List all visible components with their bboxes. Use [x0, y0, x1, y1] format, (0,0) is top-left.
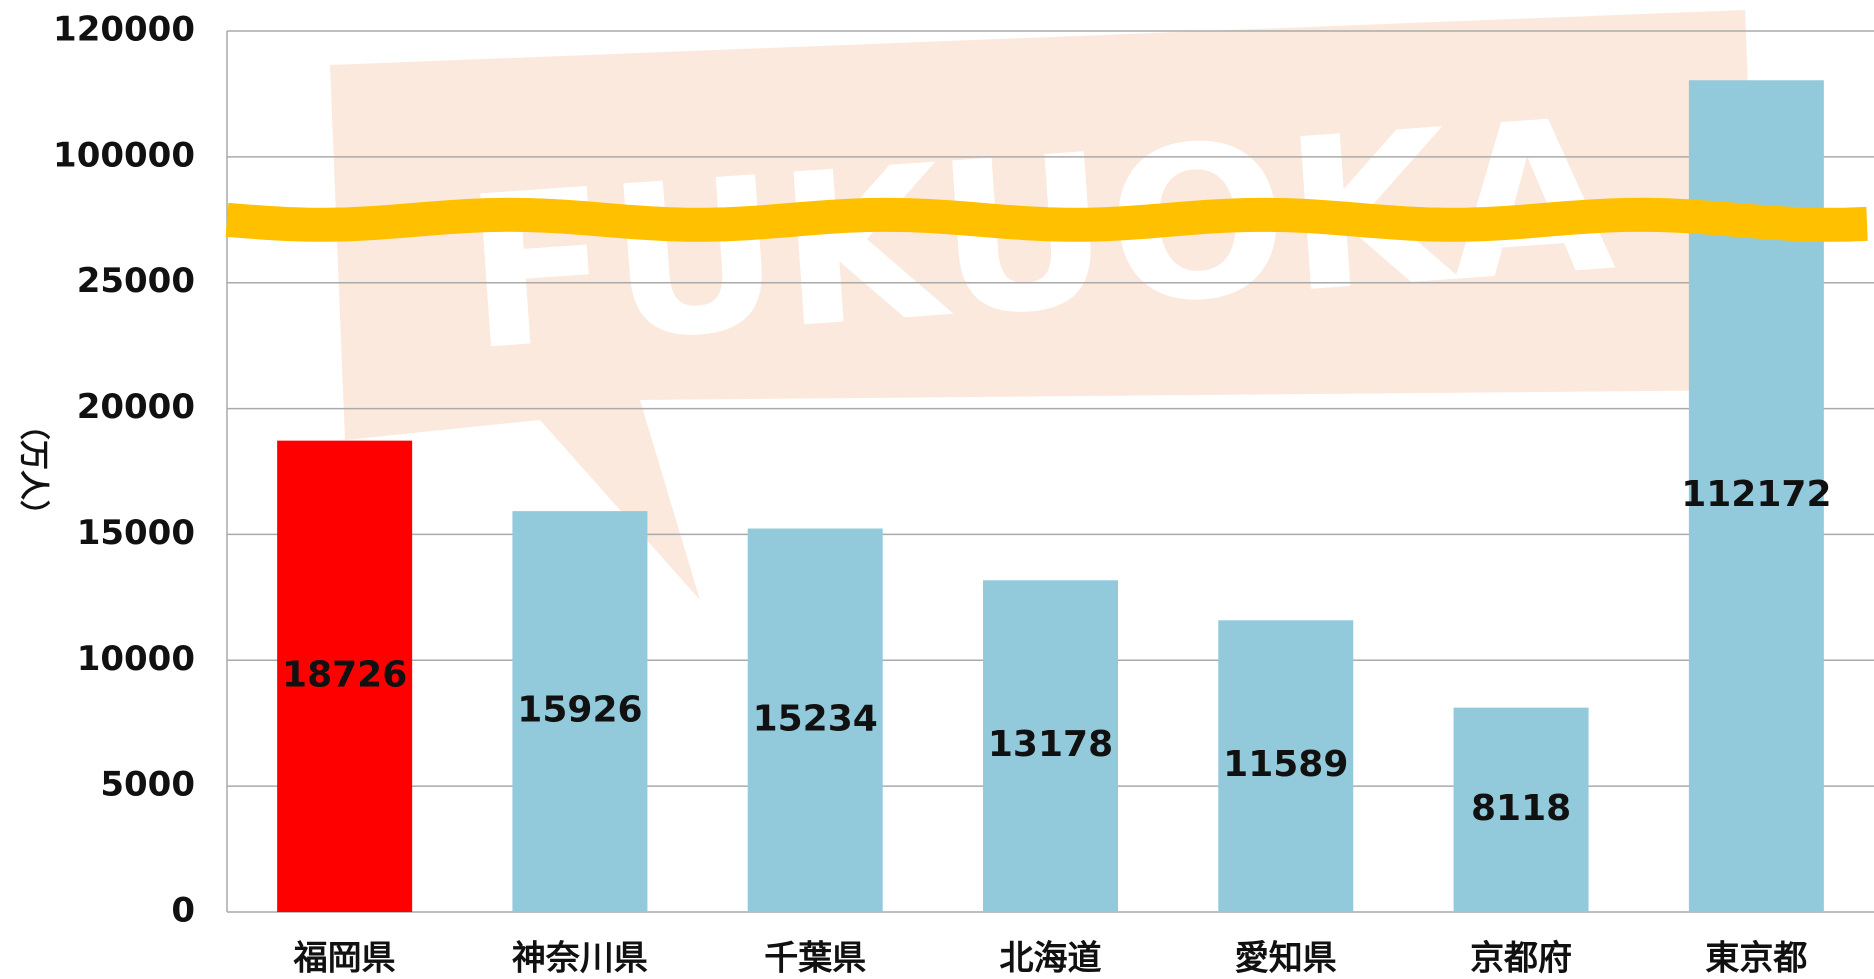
x-tick-label: 神奈川県	[512, 939, 648, 979]
y-tick-label: 0	[171, 891, 195, 931]
y-tick-label: 25000	[77, 261, 195, 301]
value-label: 18726	[282, 654, 407, 695]
bar	[512, 511, 648, 912]
x-tick-label: 愛知県	[1235, 939, 1337, 979]
y-tick-label: 5000	[100, 765, 195, 805]
y-tick-label: 10000	[77, 639, 195, 679]
x-tick-label: 北海道	[1000, 939, 1102, 979]
value-label: 15234	[753, 698, 878, 739]
y-axis-label: （万人）	[16, 410, 51, 530]
x-tick-label: 福岡県	[293, 939, 396, 979]
bar	[277, 440, 413, 912]
value-label: 112172	[1681, 474, 1831, 515]
y-tick-label: 20000	[77, 387, 195, 427]
y-tick-label: 15000	[77, 513, 195, 553]
value-label: 11589	[1223, 744, 1348, 785]
value-label: 8118	[1471, 788, 1571, 829]
bar	[1218, 620, 1354, 912]
x-tick-label: 京都府	[1470, 939, 1572, 979]
bar	[983, 580, 1118, 912]
axis-break	[225, 197, 1868, 242]
x-tick-label: 東京都	[1705, 939, 1807, 979]
y-axis-label: （万人）	[16, 410, 51, 530]
x-tick-label: 千葉県	[764, 939, 866, 979]
y-tick-label: 100000	[53, 135, 195, 175]
value-label: 13178	[988, 724, 1113, 765]
bar	[747, 528, 883, 912]
bar	[1453, 707, 1589, 912]
y-tick-label: 120000	[53, 10, 195, 50]
value-label: 15926	[517, 690, 642, 731]
